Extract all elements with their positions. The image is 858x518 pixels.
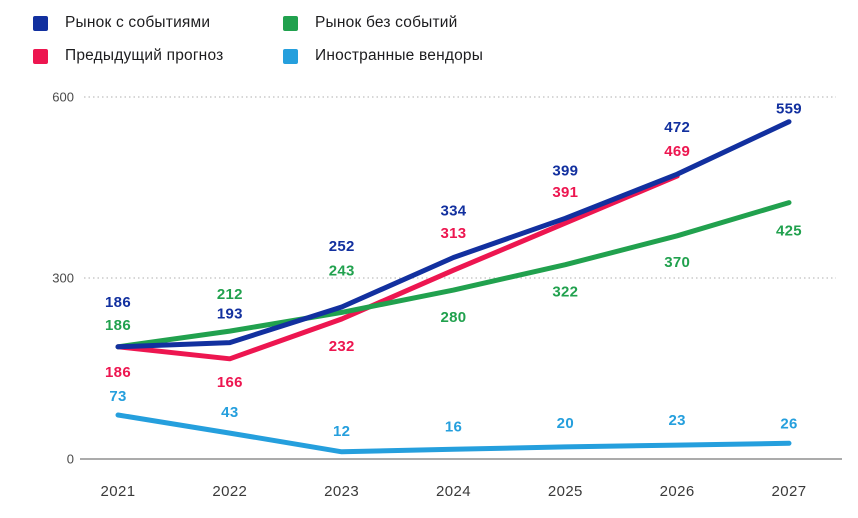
value-label: 186: [105, 294, 131, 311]
legend-item-market-without-events: Рынок без событий: [283, 14, 458, 32]
legend-swatch-red-icon: [33, 48, 48, 64]
value-label: 425: [776, 223, 802, 240]
value-label: 23: [669, 412, 686, 429]
x-axis-tick-2022: 2022: [212, 483, 247, 500]
series-line: [115, 173, 680, 362]
value-label: 26: [780, 415, 797, 432]
legend-swatch-green-icon: [283, 15, 298, 31]
legend-item-previous-forecast: Предыдущий прогноз: [33, 47, 223, 65]
value-label: 43: [221, 404, 238, 421]
value-label: 186: [105, 317, 131, 334]
legend-label-market-with-events: Рынок с событиями: [65, 14, 211, 31]
x-axis-tick-2025: 2025: [548, 483, 583, 500]
value-label: 212: [217, 286, 243, 303]
x-axis-tick-2021: 2021: [101, 483, 136, 500]
value-label: 186: [105, 364, 131, 381]
legend-swatch-blue-icon: [33, 15, 48, 31]
value-label: 166: [217, 374, 243, 391]
legend-item-foreign-vendors: Иностранные вендоры: [283, 47, 483, 65]
value-label: 559: [776, 101, 802, 118]
value-label: 391: [552, 184, 578, 201]
y-axis-tick-0: 0: [67, 452, 74, 467]
value-label: 469: [664, 143, 690, 160]
legend-swatch-cyan-icon: [283, 48, 298, 64]
value-label: 20: [557, 415, 574, 432]
value-label: 12: [333, 423, 350, 440]
value-label: 322: [552, 284, 578, 301]
x-axis-tick-2024: 2024: [436, 483, 471, 500]
value-label: 334: [441, 202, 467, 219]
y-axis-tick-600: 600: [52, 90, 74, 105]
x-axis-tick-2026: 2026: [660, 483, 695, 500]
value-label: 313: [441, 225, 467, 242]
value-label: 472: [664, 119, 690, 136]
x-axis-tick-2027: 2027: [772, 483, 807, 500]
legend-label-foreign-vendors: Иностранные вендоры: [315, 47, 484, 64]
value-label: 73: [109, 388, 126, 405]
value-label: 280: [441, 309, 467, 326]
x-axis-tick-2023: 2023: [324, 483, 359, 500]
value-label: 370: [664, 254, 690, 271]
value-label: 232: [329, 338, 355, 355]
legend-label-previous-forecast: Предыдущий прогноз: [65, 47, 224, 64]
legend-label-market-without-events: Рынок без событий: [315, 14, 458, 31]
legend-item-market-with-events: Рынок с событиями: [33, 14, 210, 32]
series-line: [115, 412, 792, 455]
value-label: 243: [329, 262, 355, 279]
value-label: 193: [217, 306, 243, 323]
series-line: [115, 119, 792, 350]
y-axis-tick-300: 300: [52, 271, 74, 286]
series-line: [115, 200, 792, 350]
value-label: 252: [329, 238, 355, 255]
value-label: 399: [552, 162, 578, 179]
value-label: 16: [445, 418, 462, 435]
